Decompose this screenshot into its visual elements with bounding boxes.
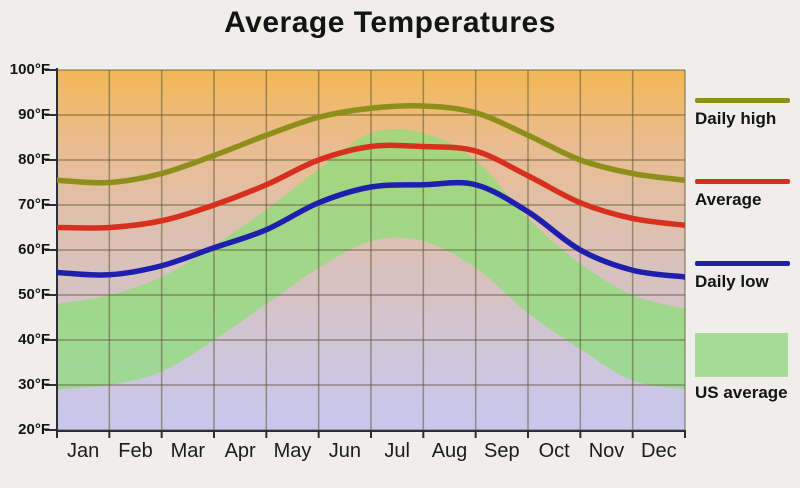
x-axis-month-label: Dec <box>641 440 677 462</box>
y-axis-tick-label: 20°F <box>18 421 50 438</box>
x-axis-month-label: May <box>273 440 312 462</box>
daily-low-line-swatch <box>695 261 790 266</box>
x-axis-month-label: Jun <box>328 440 361 462</box>
x-axis-month-label: Jan <box>67 440 100 462</box>
legend-item-daily-high: Daily high <box>695 98 798 129</box>
x-axis-month-label: Feb <box>118 440 153 462</box>
y-axis-tick-label: 70°F <box>18 196 50 213</box>
y-axis-tick-label: 90°F <box>18 106 50 123</box>
legend-label-average: Average <box>695 190 762 209</box>
legend-item-daily-low: Daily low <box>695 261 798 292</box>
y-axis-tick-label: 100°F <box>9 61 50 78</box>
x-axis-month-label: Jul <box>384 440 410 462</box>
average-line-swatch <box>695 179 790 184</box>
y-axis-tick-label: 30°F <box>18 376 50 393</box>
legend-label-us-average: US average <box>695 383 788 402</box>
legend-label-daily-high: Daily high <box>695 109 777 128</box>
chart-title: Average Temperatures <box>224 6 556 39</box>
y-axis-tick-label: 60°F <box>18 241 50 258</box>
y-axis-tick-label: 40°F <box>18 331 50 348</box>
legend-item-average: Average <box>695 179 798 210</box>
legend-label-daily-low: Daily low <box>695 272 769 291</box>
daily-high-line-swatch <box>695 98 790 103</box>
legend-item-us-average: US average <box>695 333 798 403</box>
y-axis-tick-label: 80°F <box>18 151 50 168</box>
us-average-band-swatch <box>695 333 788 377</box>
x-axis-month-label: Apr <box>224 440 256 462</box>
x-axis-month-label: Nov <box>588 440 625 462</box>
x-axis-month-label: Sep <box>484 440 520 462</box>
y-axis-tick-label: 50°F <box>18 286 50 303</box>
x-axis-month-label: Mar <box>170 440 206 462</box>
x-axis-month-label: Oct <box>538 440 570 462</box>
x-axis-month-label: Aug <box>431 440 468 462</box>
